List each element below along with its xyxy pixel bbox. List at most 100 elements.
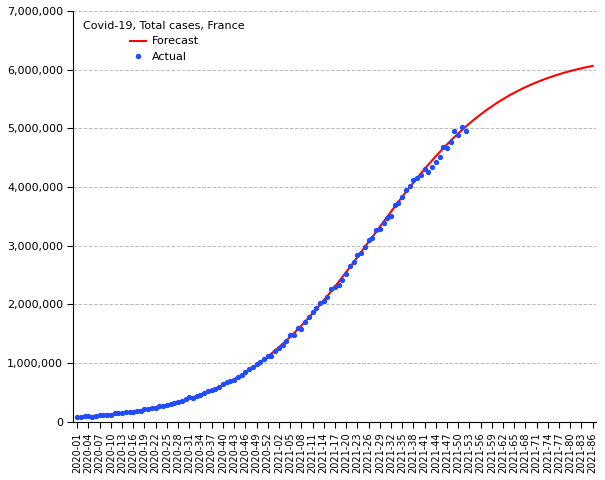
Actual bbox=[95, 411, 105, 419]
Actual bbox=[286, 331, 295, 338]
Actual bbox=[442, 144, 452, 152]
Actual bbox=[293, 324, 302, 332]
Actual bbox=[450, 127, 459, 135]
Actual bbox=[110, 409, 119, 417]
Forecast bbox=[74, 414, 81, 420]
Actual bbox=[192, 393, 201, 400]
Actual bbox=[125, 408, 134, 416]
Line: Forecast: Forecast bbox=[77, 66, 593, 417]
Actual bbox=[289, 331, 299, 338]
Actual bbox=[401, 186, 411, 194]
Actual bbox=[248, 363, 258, 371]
Forecast bbox=[342, 269, 350, 275]
Actual bbox=[360, 243, 370, 251]
Actual bbox=[397, 193, 407, 201]
Actual bbox=[431, 158, 440, 166]
Actual bbox=[128, 408, 138, 416]
Actual bbox=[330, 283, 340, 291]
Actual bbox=[434, 153, 444, 160]
Actual bbox=[457, 123, 467, 131]
Actual bbox=[326, 286, 336, 293]
Actual bbox=[386, 212, 396, 220]
Actual bbox=[159, 402, 168, 409]
Actual bbox=[218, 381, 227, 388]
Actual bbox=[80, 412, 90, 420]
Actual bbox=[259, 355, 269, 363]
Actual bbox=[143, 405, 153, 413]
Actual bbox=[367, 234, 377, 242]
Actual bbox=[364, 236, 373, 244]
Actual bbox=[375, 225, 385, 233]
Actual bbox=[244, 365, 254, 373]
Actual bbox=[207, 386, 217, 394]
Actual bbox=[151, 404, 160, 411]
Actual bbox=[121, 408, 131, 416]
Actual bbox=[405, 182, 414, 190]
Forecast bbox=[402, 189, 410, 195]
Actual bbox=[114, 409, 123, 417]
Actual bbox=[117, 409, 127, 417]
Actual bbox=[356, 250, 366, 257]
Actual bbox=[91, 412, 101, 420]
Actual bbox=[322, 293, 332, 300]
Actual bbox=[76, 413, 86, 421]
Actual bbox=[312, 304, 321, 312]
Actual bbox=[106, 411, 116, 419]
Actual bbox=[136, 407, 146, 414]
Actual bbox=[334, 281, 344, 288]
Actual bbox=[424, 168, 433, 176]
Actual bbox=[382, 214, 392, 222]
Actual bbox=[181, 396, 191, 403]
Actual bbox=[427, 163, 437, 170]
Actual bbox=[416, 171, 426, 179]
Actual bbox=[278, 341, 287, 348]
Actual bbox=[173, 398, 183, 406]
Actual bbox=[147, 404, 157, 412]
Actual bbox=[281, 337, 291, 345]
Actual bbox=[341, 271, 351, 278]
Actual bbox=[229, 376, 239, 384]
Actual bbox=[439, 143, 448, 150]
Actual bbox=[200, 389, 209, 396]
Actual bbox=[237, 371, 246, 379]
Actual bbox=[255, 359, 265, 366]
Actual bbox=[140, 405, 149, 413]
Actual bbox=[102, 411, 112, 419]
Actual bbox=[379, 219, 388, 227]
Actual bbox=[274, 344, 284, 352]
Forecast bbox=[578, 65, 585, 71]
Actual bbox=[169, 399, 179, 407]
Actual bbox=[166, 400, 175, 408]
Actual bbox=[267, 352, 276, 360]
Actual bbox=[394, 200, 404, 207]
Actual bbox=[87, 413, 97, 420]
Actual bbox=[390, 201, 399, 209]
Actual bbox=[412, 175, 422, 182]
Actual bbox=[338, 276, 347, 284]
Actual bbox=[453, 131, 463, 139]
Actual bbox=[304, 313, 313, 321]
Actual bbox=[319, 297, 329, 305]
Actual bbox=[408, 176, 418, 184]
Actual bbox=[300, 318, 310, 326]
Actual bbox=[203, 387, 213, 395]
Forecast bbox=[81, 414, 88, 420]
Actual bbox=[99, 411, 108, 419]
Actual bbox=[214, 384, 224, 391]
Actual bbox=[345, 262, 355, 270]
Actual bbox=[233, 373, 243, 381]
Actual bbox=[348, 258, 358, 266]
Actual bbox=[222, 379, 232, 386]
Actual bbox=[446, 139, 456, 146]
Actual bbox=[371, 227, 381, 234]
Actual bbox=[252, 360, 261, 368]
Actual bbox=[188, 394, 198, 401]
Actual bbox=[83, 412, 93, 420]
Actual bbox=[73, 413, 82, 421]
Actual bbox=[240, 369, 250, 376]
Actual bbox=[270, 347, 280, 355]
Actual bbox=[315, 300, 325, 307]
Forecast bbox=[365, 239, 372, 245]
Forecast bbox=[589, 63, 597, 69]
Actual bbox=[162, 401, 172, 409]
